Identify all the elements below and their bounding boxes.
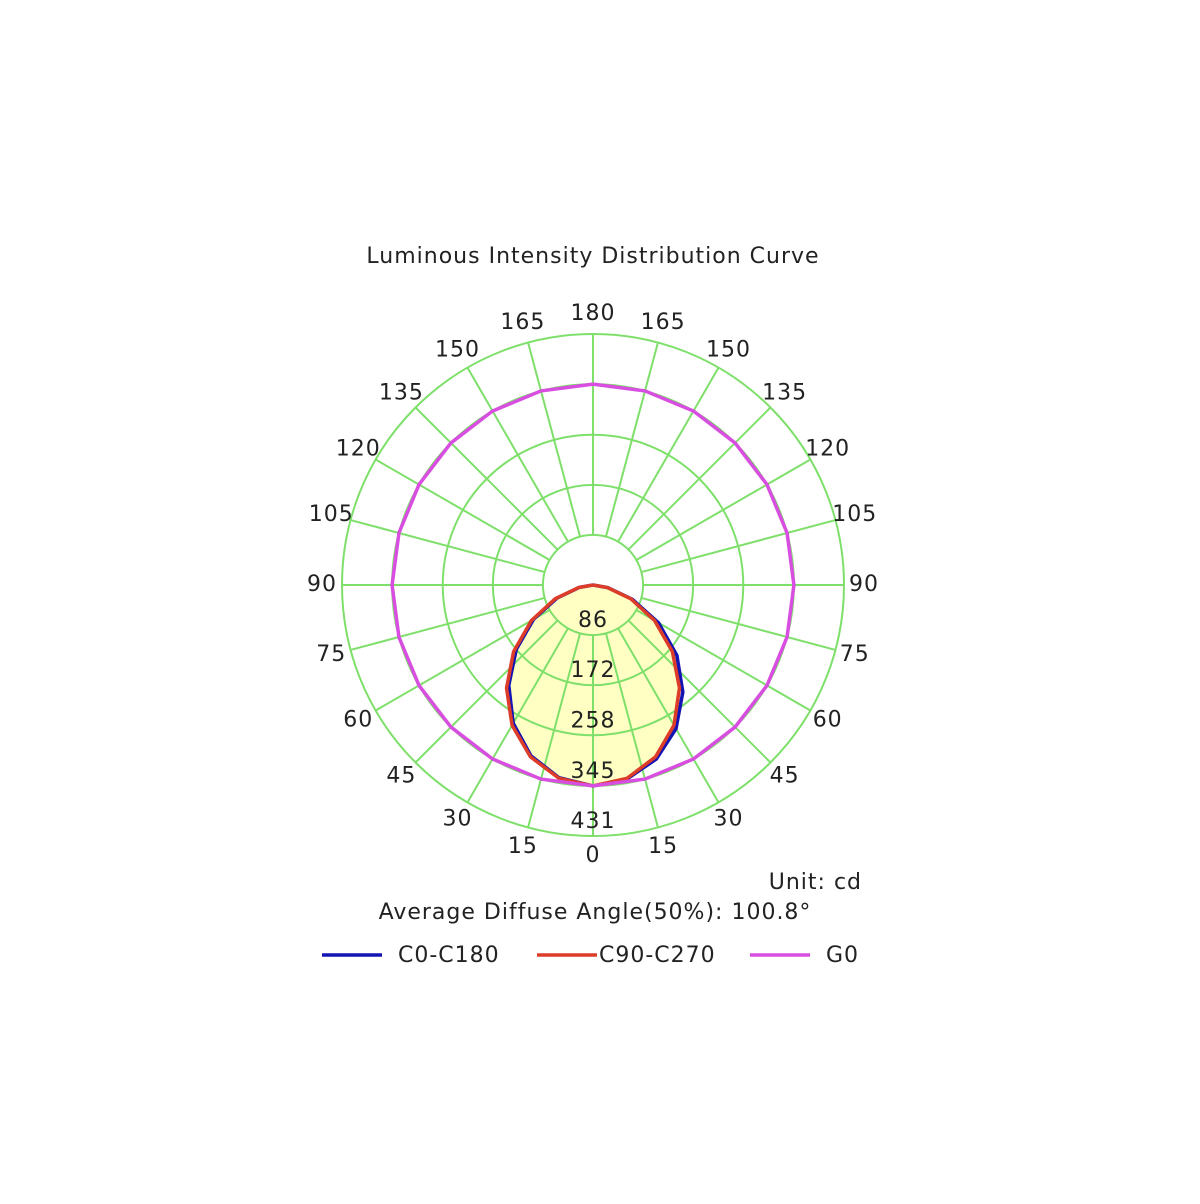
- angle-label: 60: [343, 708, 373, 733]
- grid-spoke: [617, 367, 720, 543]
- angle-label: 30: [714, 807, 744, 832]
- angle-label: 120: [336, 437, 381, 462]
- grid-spoke: [604, 633, 659, 828]
- angle-label: 75: [840, 642, 870, 667]
- grid-spoke: [641, 596, 836, 651]
- angle-label: 105: [309, 502, 354, 527]
- grid-spoke: [527, 633, 582, 828]
- angle-label: 120: [805, 437, 850, 462]
- grid-spoke: [350, 519, 545, 574]
- r-tick-label: 172: [571, 658, 616, 683]
- angle-label: 15: [508, 834, 538, 859]
- grid-spoke: [375, 609, 551, 712]
- legend-label: C0-C180: [398, 943, 500, 968]
- grid-spoke: [375, 458, 551, 561]
- angle-label: 0: [586, 843, 601, 868]
- legend-label: C90-C270: [599, 943, 716, 968]
- angle-label: 30: [443, 807, 473, 832]
- grid-spoke: [617, 627, 720, 803]
- angle-label: 45: [770, 764, 800, 789]
- grid-spoke: [635, 458, 811, 561]
- grid-spoke: [414, 619, 559, 764]
- grid-spoke: [527, 342, 582, 537]
- grid-spoke: [466, 367, 569, 543]
- angle-label: 90: [849, 572, 879, 597]
- angle-label: 15: [648, 834, 678, 859]
- grid-spoke: [627, 406, 772, 551]
- r-tick-label: 86: [578, 608, 608, 633]
- r-tick-label: 345: [571, 759, 616, 784]
- angle-label: 150: [435, 337, 480, 362]
- series-curve: [390, 382, 796, 788]
- angle-label: 105: [832, 502, 877, 527]
- r-tick-label: 431: [571, 809, 616, 834]
- angle-label: 165: [500, 310, 545, 335]
- annotation: Average Diffuse Angle(50%): 100.8°: [379, 900, 812, 925]
- grid-spoke: [627, 619, 772, 764]
- angle-label: 150: [706, 337, 751, 362]
- angle-label: 180: [571, 301, 616, 326]
- angle-label: 135: [379, 380, 424, 405]
- grid-spoke: [641, 519, 836, 574]
- angle-label: 60: [813, 708, 843, 733]
- grid-spoke: [635, 609, 811, 712]
- grid-spoke: [350, 596, 545, 651]
- legend-label: G0: [826, 943, 859, 968]
- angle-label: 45: [386, 764, 416, 789]
- angle-label: 75: [316, 642, 346, 667]
- angle-label: 90: [307, 572, 337, 597]
- angle-label: 135: [762, 380, 807, 405]
- unit-label: Unit: cd: [769, 870, 862, 895]
- angle-label: 165: [641, 310, 686, 335]
- grid-spoke: [466, 627, 569, 803]
- grid-spoke: [414, 406, 559, 551]
- grid-spoke: [604, 342, 659, 537]
- chart-title: Luminous Intensity Distribution Curve: [366, 244, 819, 269]
- r-tick-label: 258: [571, 708, 616, 733]
